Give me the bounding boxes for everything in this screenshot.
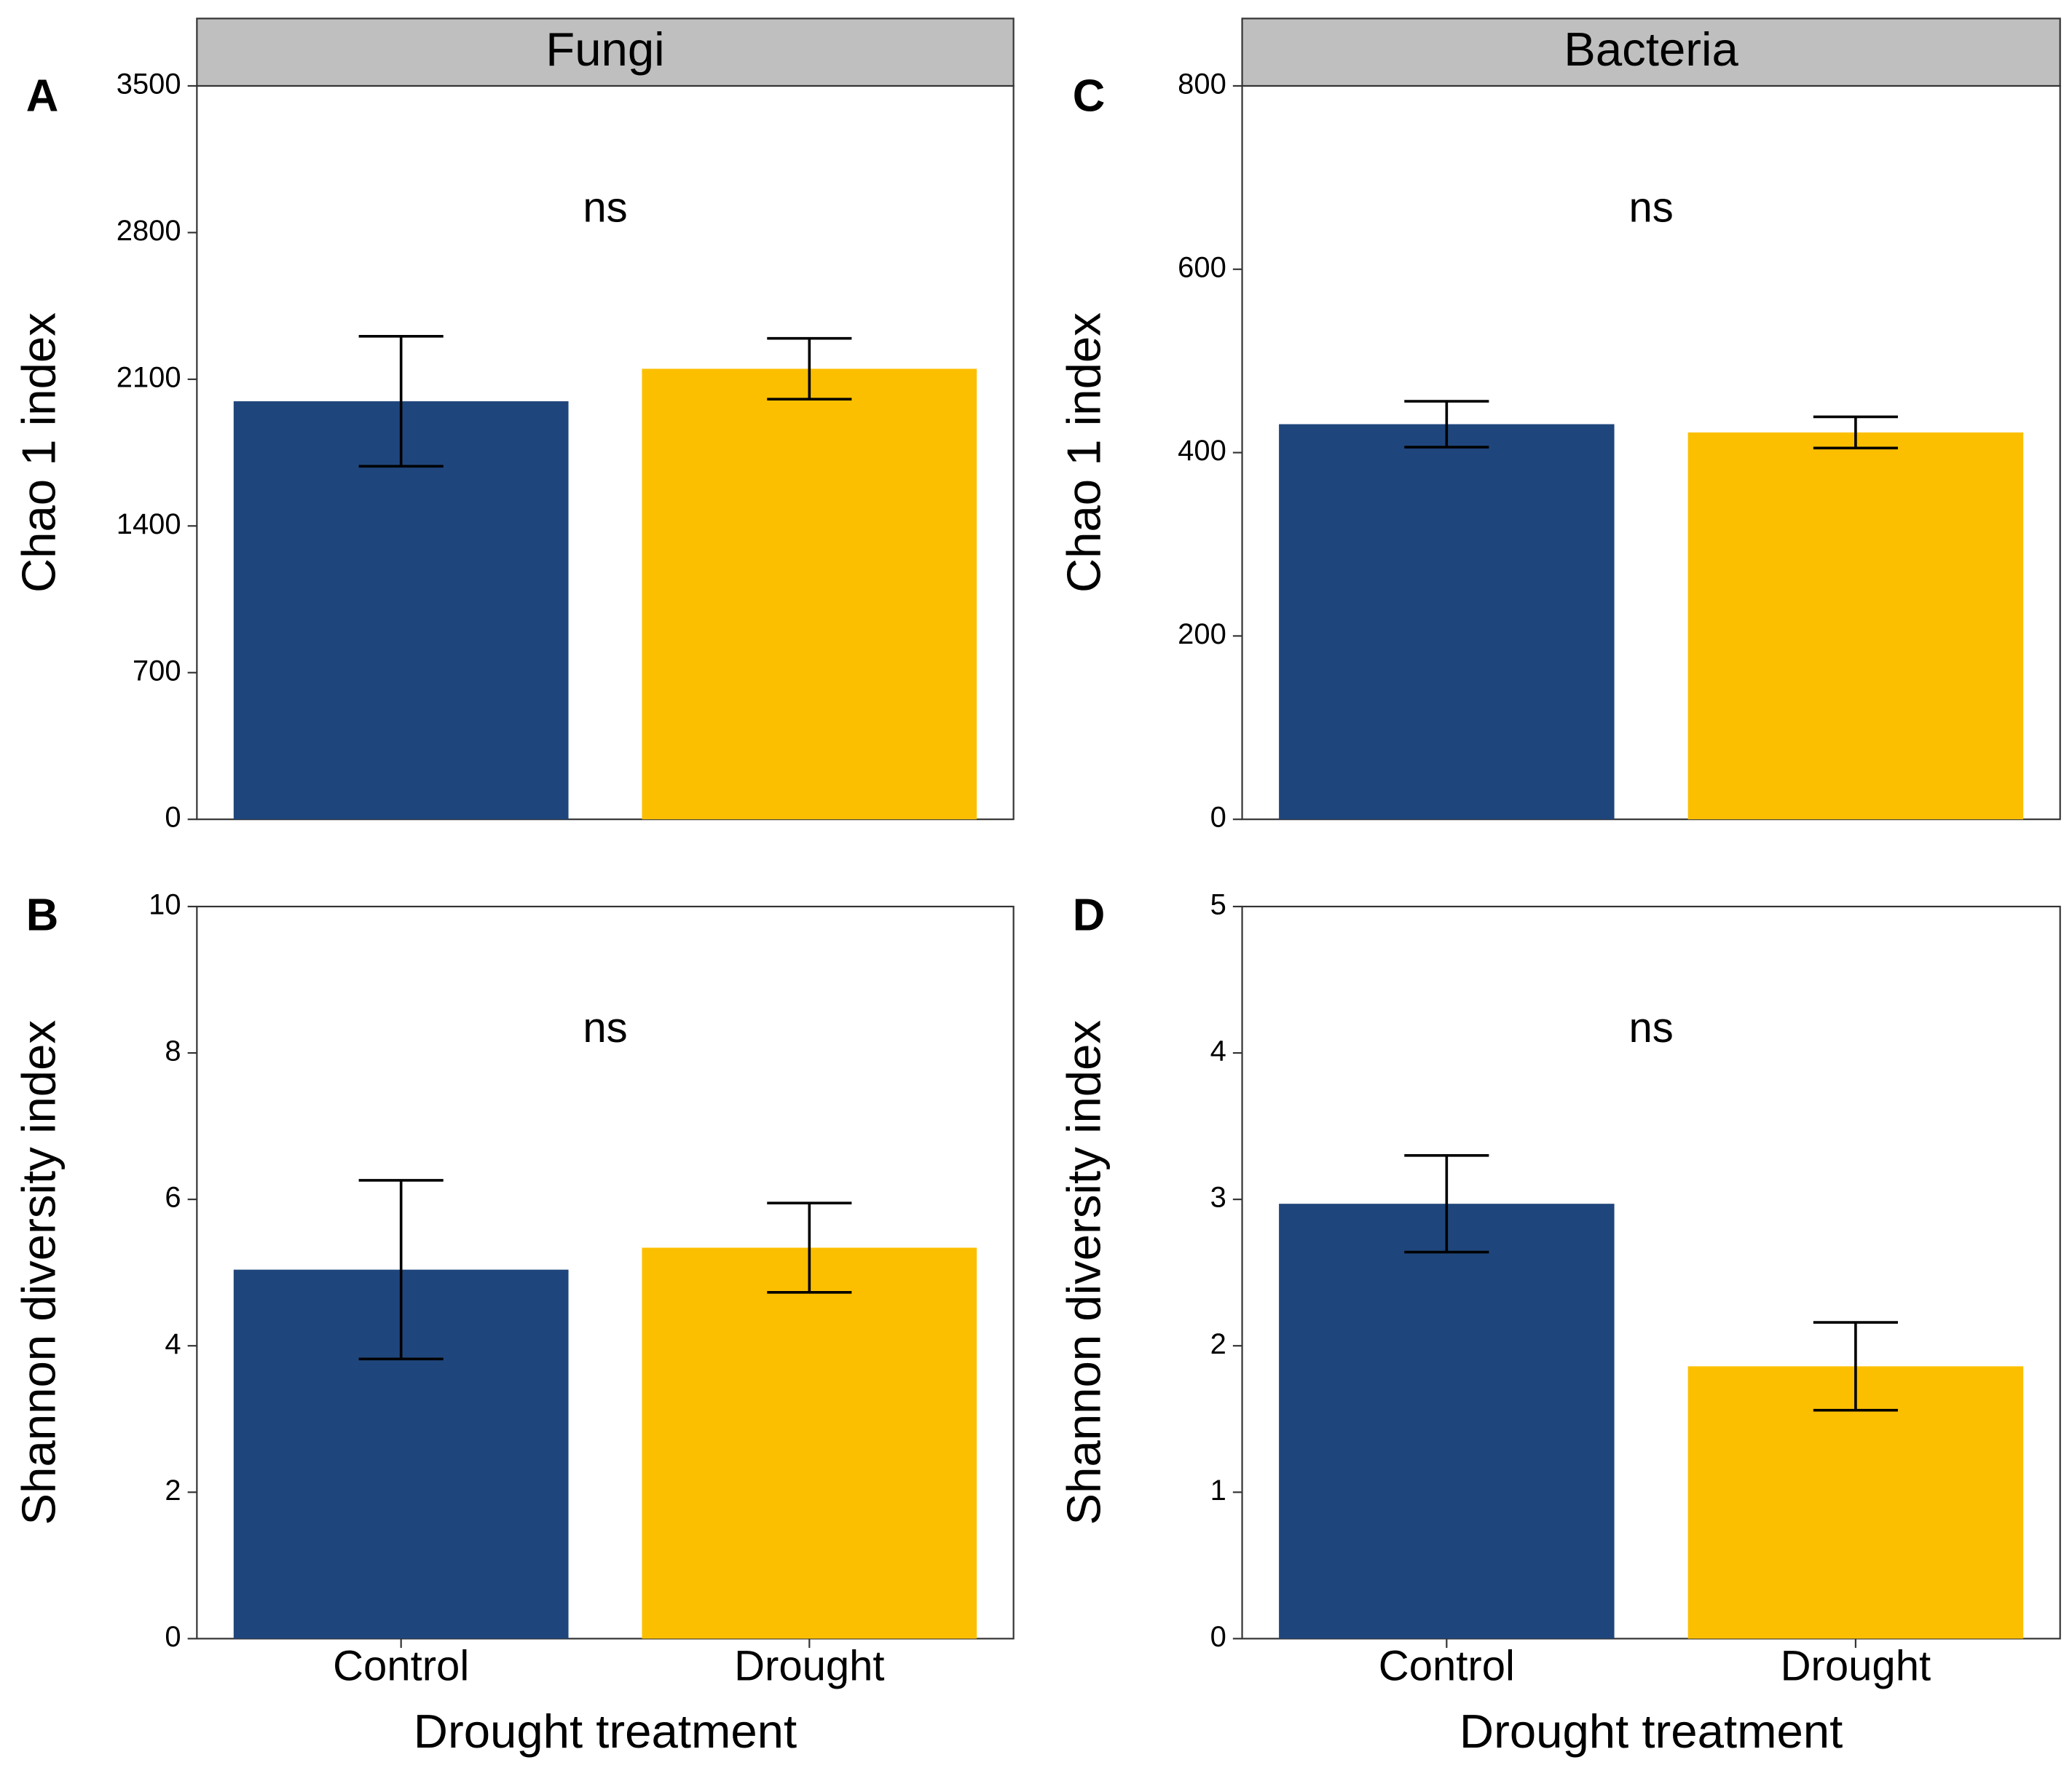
annotation: ns (1628, 184, 1673, 232)
y-axis-label: Shannon diversity index (1057, 1020, 1111, 1526)
strip-title: Fungi (545, 23, 664, 76)
y-tick-label: 4 (165, 1328, 181, 1360)
panel-letter: C (1073, 71, 1106, 121)
y-tick-label: 0 (1210, 802, 1226, 834)
bar (1687, 432, 2024, 820)
x-tick-label: Control (333, 1642, 469, 1689)
y-tick-label: 2 (1210, 1328, 1226, 1360)
y-tick-label: 200 (1178, 618, 1226, 650)
x-axis-label: Drought treatment (1460, 1705, 1843, 1758)
y-tick-label: 2 (165, 1475, 181, 1507)
y-tick-label: 700 (133, 655, 181, 687)
y-tick-label: 5 (1210, 889, 1226, 921)
strip (1241, 17, 2061, 87)
y-tick-label: 600 (1178, 251, 1226, 283)
y-tick-label: 2800 (117, 215, 181, 247)
bar (233, 401, 569, 820)
bar (1687, 1366, 2024, 1639)
y-tick-label: 8 (165, 1035, 181, 1067)
y-tick-label: 0 (165, 1621, 181, 1653)
x-axis-label: Drought treatment (414, 1705, 797, 1758)
annotation: ns (583, 184, 627, 232)
bar (1279, 1204, 1615, 1639)
bar (1279, 424, 1615, 820)
strip (196, 17, 1015, 87)
y-tick-label: 10 (149, 889, 181, 921)
y-tick-label: 400 (1178, 435, 1226, 467)
y-tick-label: 1400 (117, 508, 181, 540)
y-tick-label: 2100 (117, 361, 181, 393)
bar (642, 368, 977, 820)
y-tick-label: 3500 (117, 68, 181, 100)
y-tick-label: 6 (165, 1182, 181, 1214)
y-axis-label: Chao 1 index (1057, 312, 1111, 593)
annotation: ns (1628, 1004, 1673, 1051)
panel-letter: A (26, 71, 59, 121)
y-tick-label: 3 (1210, 1182, 1226, 1214)
x-tick-label: Control (1379, 1642, 1515, 1689)
bar (642, 1247, 977, 1639)
panel-letter: D (1073, 891, 1106, 941)
x-tick-label: Drought (734, 1642, 884, 1689)
x-tick-label: Drought (1781, 1642, 1931, 1689)
y-axis-label: Chao 1 index (12, 312, 65, 593)
y-tick-label: 0 (165, 802, 181, 834)
annotation: ns (583, 1004, 627, 1051)
panel-letter: B (26, 891, 59, 941)
y-tick-label: 800 (1178, 68, 1226, 100)
y-tick-label: 0 (1210, 1621, 1226, 1653)
y-tick-label: 4 (1210, 1035, 1226, 1067)
strip-title: Bacteria (1564, 23, 1738, 76)
y-tick-label: 1 (1210, 1475, 1226, 1507)
y-axis-label: Shannon diversity index (12, 1020, 65, 1526)
